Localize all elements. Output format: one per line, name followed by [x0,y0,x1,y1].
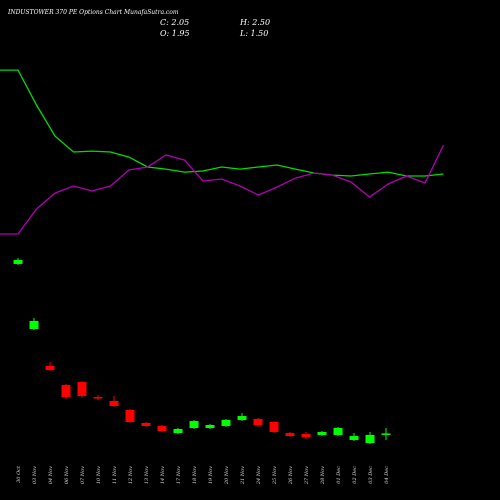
candle-body [13,260,23,264]
x-tick-label: 24 Nov [256,466,262,485]
x-tick-label: 19 Nov [208,466,214,484]
candle-body [317,431,327,435]
open-label: O: 1.95 [160,29,190,38]
candle-body [173,428,183,434]
x-tick-label: 07 Nov [80,466,86,484]
candle-body [365,434,375,444]
candle-body [93,397,103,399]
candle-body [61,385,71,398]
candle-body [237,416,247,420]
candle-body [189,421,199,429]
x-tick-label: 04 Dec [384,466,390,484]
candle-body [221,419,231,426]
indicator-line [0,144,445,235]
candle-body [125,410,135,423]
x-tick-label: 17 Nov [176,466,182,484]
x-tick-label: 03 Nov [32,466,38,484]
x-tick-label: 20 Nov [224,466,230,485]
x-tick-label: 11 Nov [112,466,118,484]
candle-body [45,365,55,371]
x-tick-label: 25 Nov [272,466,278,485]
x-tick-label: 02 Dec [352,466,358,484]
candle-body [77,382,87,396]
x-tick-label: 03 Dec [368,466,374,484]
candle-body [381,433,391,435]
x-tick-label: 01 Dec [336,466,342,484]
x-tick-label: 06 Nov [64,466,70,484]
x-tick-label: 26 Nov [288,466,294,485]
x-tick-label: 18 Nov [192,466,198,484]
candle-body [205,425,215,429]
high-label: H: 2.50 [239,18,270,27]
x-tick-label: 13 Nov [144,466,150,484]
close-label: C: 2.05 [160,18,189,27]
candle-body [301,434,311,438]
candle-body [141,422,151,426]
x-tick-label: 27 Nov [304,466,310,485]
candle-body [109,401,119,407]
candle-body [253,419,263,426]
candle-body [29,320,39,330]
indicator-line [0,69,444,177]
x-tick-label: 10 Nov [96,466,102,484]
chart-title: INDUSTOWER 370 PE Options Chart MunafaSu… [7,9,179,16]
x-tick-label: 14 Nov [160,466,166,484]
candle-body [157,425,167,432]
x-tick-label: 30 Oct [16,465,22,483]
candle-body [285,433,295,437]
x-tick-label: 28 Nov [320,466,326,485]
candle-body [349,436,359,441]
x-tick-label: 04 Nov [48,466,54,484]
x-tick-label: 12 Nov [128,466,134,484]
candle-body [333,428,343,435]
x-tick-label: 21 Nov [240,466,246,485]
candle-body [269,422,279,432]
low-label: L: 1.50 [239,29,268,38]
